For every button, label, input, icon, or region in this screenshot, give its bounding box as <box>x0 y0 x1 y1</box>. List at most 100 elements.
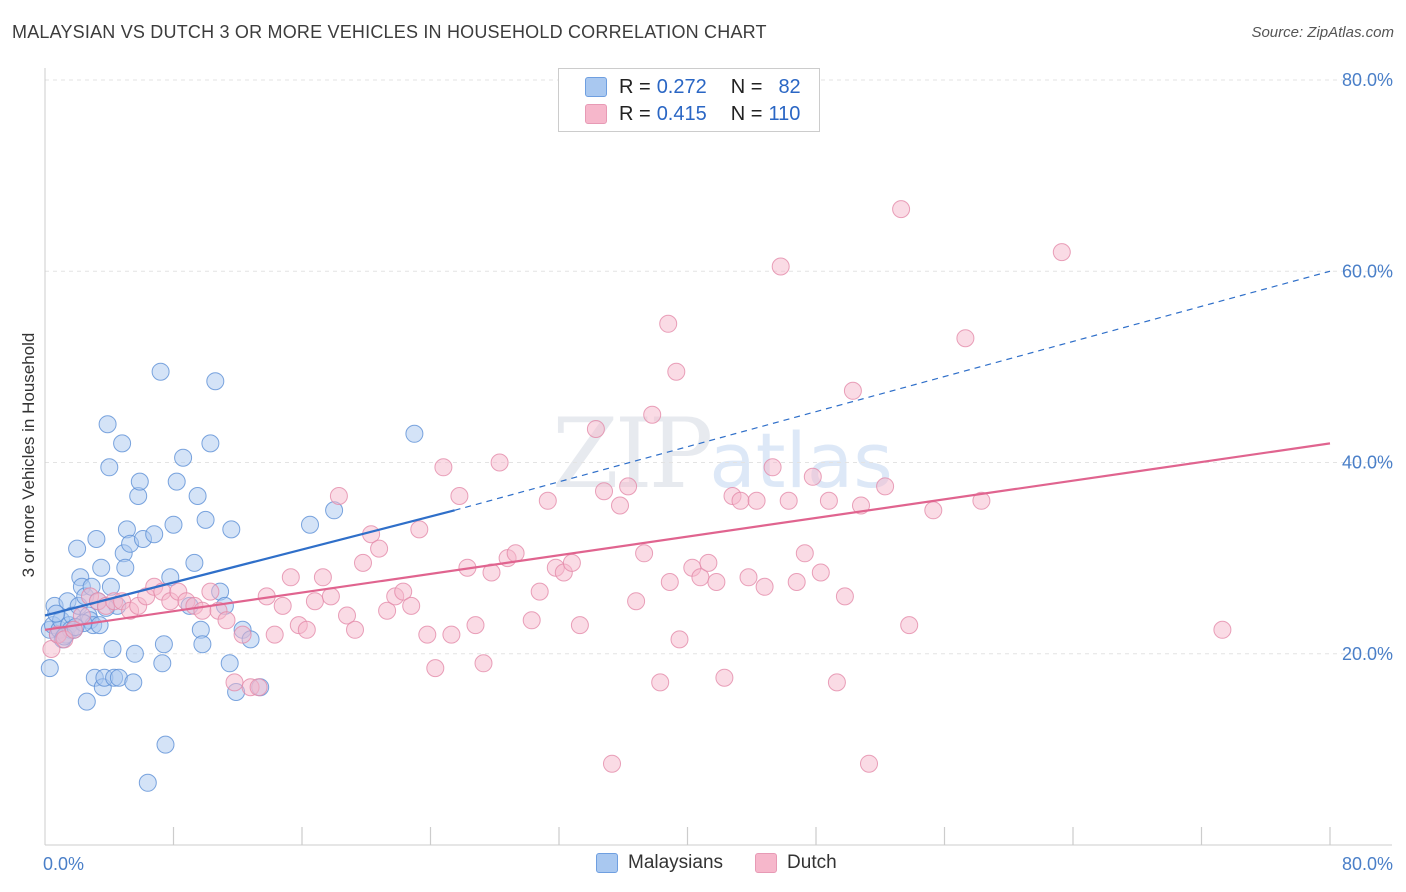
malaysian-point <box>145 525 164 544</box>
dutch-point <box>611 496 629 515</box>
dutch-point <box>329 487 348 505</box>
dutch-point <box>410 520 429 539</box>
dutch-point <box>434 458 453 477</box>
dutch-point <box>530 582 549 601</box>
dutch-point <box>763 458 782 477</box>
malaysian-point <box>167 472 186 491</box>
dutch-point <box>956 329 975 348</box>
malaysian-point <box>138 773 157 792</box>
dutch-point <box>603 754 621 773</box>
malaysian-point <box>68 539 87 558</box>
dutch-point <box>370 539 389 558</box>
dutch-point <box>313 568 332 587</box>
dutch-point <box>426 659 445 678</box>
dutch-point <box>233 625 252 644</box>
dutch-point <box>72 606 91 625</box>
malaysian-point <box>87 530 106 548</box>
dutch-point <box>627 592 646 611</box>
dutch-point <box>827 673 846 692</box>
legend-item-dutch[interactable]: Dutch <box>755 852 837 874</box>
dutch-point <box>779 491 798 510</box>
dutch-point <box>835 587 854 606</box>
dutch-point <box>1052 243 1071 262</box>
malaysian-point <box>185 553 204 572</box>
dutch-point <box>707 573 726 591</box>
legend-row-dutch: R = 0.415 N = 110 <box>585 101 800 127</box>
legend-item-malaysians[interactable]: Malaysians <box>596 852 723 874</box>
dutch-point <box>402 596 421 615</box>
legend-r-value: 0.415 <box>656 102 707 125</box>
dutch-point <box>346 620 364 639</box>
dutch-point <box>225 673 244 692</box>
legend-r-value: 0.272 <box>656 75 707 98</box>
malaysian-point <box>124 673 143 692</box>
legend-r-key: R = <box>619 75 651 98</box>
malaysian-point <box>201 434 220 453</box>
dutch-point <box>755 577 774 596</box>
legend-r-key: R = <box>619 102 651 125</box>
x-tick-label: 0.0% <box>43 854 84 874</box>
legend-swatch-malaysians <box>585 77 607 97</box>
malaysian-point <box>116 558 135 577</box>
y-tick-label: 80.0% <box>1342 70 1393 90</box>
dutch-point <box>819 491 838 510</box>
dutch-point <box>249 678 268 697</box>
malaysian-point <box>301 515 319 534</box>
malaysian-point <box>100 458 119 477</box>
dutch-point <box>474 654 493 673</box>
dutch-point <box>972 491 991 510</box>
malaysian-point <box>193 635 212 654</box>
dutch-point <box>281 568 300 587</box>
dutch-point <box>715 668 734 687</box>
malaysian-point <box>405 424 424 443</box>
dutch-point <box>442 625 461 644</box>
dutch-point <box>667 362 686 381</box>
watermark-atlas: atlas <box>709 416 893 505</box>
dutch-point <box>635 544 654 563</box>
malaysian-point <box>188 487 207 505</box>
dutch-point <box>843 381 862 400</box>
dutch-point <box>739 568 758 587</box>
y-tick-label: 20.0% <box>1342 644 1393 664</box>
malaysian-trend-line <box>44 509 455 617</box>
malaysian-point <box>220 654 239 673</box>
legend-n-key: N = <box>730 75 763 98</box>
legend-n-value: 110 <box>768 102 801 125</box>
legend-swatch-malaysians <box>596 853 618 873</box>
dutch-point <box>659 314 678 333</box>
y-axis-label: 3 or more Vehicles in Household <box>19 333 38 578</box>
data-points <box>40 200 1232 792</box>
dutch-point <box>394 582 413 601</box>
malaysian-point <box>154 635 173 654</box>
malaysian-point <box>153 654 172 673</box>
malaysian-point <box>77 692 96 711</box>
malaysian-point <box>113 434 132 453</box>
legend-row-malaysians: R = 0.272 N = 82 <box>585 74 801 100</box>
dutch-point <box>924 501 943 520</box>
dutch-point <box>562 553 581 572</box>
dutch-point <box>651 673 670 692</box>
malaysian-trend-extension <box>454 270 1331 511</box>
dutch-point <box>892 200 911 219</box>
dutch-point <box>643 405 662 424</box>
dutch-point <box>860 754 878 773</box>
dutch-point <box>900 616 919 635</box>
dutch-point <box>670 630 689 649</box>
dutch-point <box>619 477 638 496</box>
dutch-point <box>201 582 220 601</box>
malaysian-point <box>164 515 183 534</box>
dutch-point <box>265 625 284 644</box>
malaysian-point <box>156 735 175 754</box>
dutch-point <box>803 467 822 486</box>
malaysian-point <box>125 644 144 663</box>
malaysian-point <box>40 659 59 678</box>
malaysian-point <box>196 510 215 529</box>
dutch-point <box>586 420 605 438</box>
dutch-point <box>660 573 679 591</box>
dutch-point <box>305 592 324 611</box>
dutch-point <box>1213 620 1232 639</box>
malaysian-point <box>222 520 241 539</box>
y-tick-label: 60.0% <box>1342 261 1393 281</box>
grid-lines <box>45 79 1392 655</box>
